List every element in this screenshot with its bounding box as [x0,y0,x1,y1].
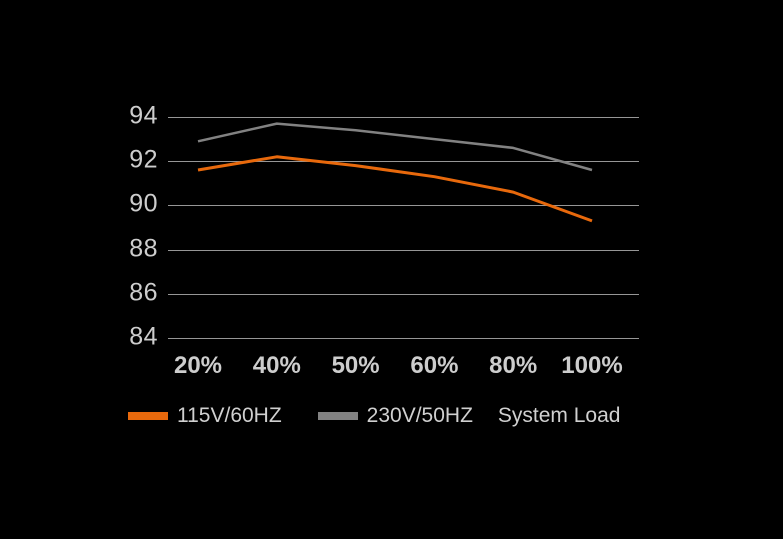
y-tick-label: 94 [129,101,158,130]
y-tick-label: 86 [129,278,158,307]
legend-label-230v-50hz: 230V/50HZ [366,404,473,427]
series-line-230v-50hz [197,122,593,172]
x-axis-title: System Load [497,404,621,427]
y-tick-label: 84 [129,322,158,351]
legend-label-115v-60hz: 115V/60HZ [177,404,282,427]
y-tick-label: 88 [129,233,158,262]
y-tick-label: 92 [129,145,158,174]
gridline [168,293,639,295]
x-tick-label: 100% [561,352,623,379]
gridline [168,161,639,163]
x-tick-label: 80% [489,352,538,379]
x-tick-label: 40% [252,352,301,379]
y-tick-label: 90 [129,189,158,218]
x-tick-label: 50% [331,352,380,379]
series-line-115v-60hz [197,155,593,223]
gridline [168,205,639,207]
x-tick-label: 20% [173,352,223,379]
legend-swatch-115v-60hz [128,412,168,420]
gridline [168,338,639,339]
gridline [168,117,639,118]
x-tick-label: 60% [410,352,459,379]
legend-swatch-230v-50hz [317,412,358,420]
series-lines [197,122,593,223]
plot-area: 94 92 90 88 86 84 20% 40% 50% 60% 80% 100% [129,101,639,379]
legend: 115V/60HZ 230V/50HZ System Load [128,404,620,428]
gridline [168,249,639,251]
